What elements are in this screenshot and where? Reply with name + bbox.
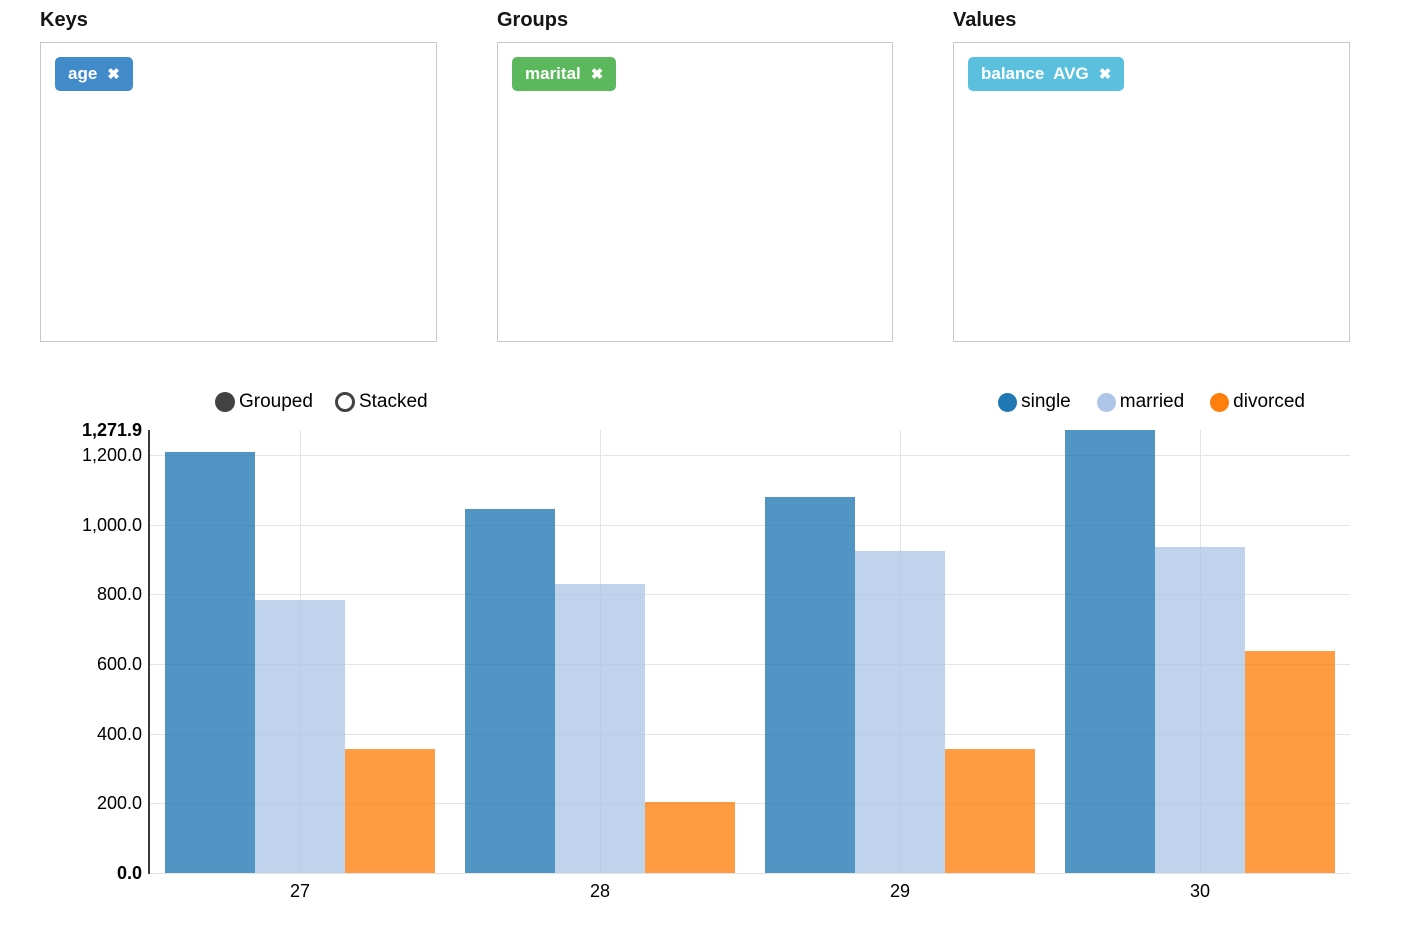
y-tick-label: 200.0 [96,793,142,814]
x-tick-label: 30 [1189,881,1211,901]
bar-divorced-30[interactable] [1245,651,1335,873]
h-gridline [150,733,1350,735]
values-panel-title: Values [953,9,1017,31]
y-tick-label: 400.0 [96,723,142,744]
remove-tag-icon[interactable]: ✖ [107,65,120,83]
bar-married-30[interactable] [1155,547,1245,873]
h-gridline [150,803,1350,805]
group-tag-marital[interactable]: marital ✖ [512,57,617,91]
radio-unselected-icon[interactable] [334,392,355,412]
legend-label: married [1119,391,1185,412]
legend-dot-icon [998,392,1018,412]
chart-legend: single married divorced [998,391,1305,413]
y-tick-label: 1,000.0 [81,514,142,535]
bar-divorced-28[interactable] [645,801,735,873]
bar-single-28[interactable] [465,509,555,873]
bar-chart-plot [150,430,1350,874]
y-tick-label: 1,271.9 [81,420,142,440]
key-tag-age[interactable]: age ✖ [55,57,133,91]
values-panel: Values balance AVG ✖ [953,8,1350,342]
bar-divorced-29[interactable] [945,749,1035,873]
chart-mode-switch: Grouped Stacked [215,391,428,413]
y-tick-label: 600.0 [96,654,142,675]
radio-selected-icon[interactable] [215,392,235,412]
legend-label: single [1021,391,1071,412]
bar-divorced-27[interactable] [345,749,435,873]
legend-dot-icon [1096,392,1116,412]
value-tag-label: balance AVG [981,64,1089,83]
legend-item-married[interactable]: married [1096,391,1185,413]
legend-item-divorced[interactable]: divorced [1210,391,1305,413]
y-axis-line [148,430,150,874]
h-gridline [150,455,1350,457]
bar-married-29[interactable] [855,550,945,873]
values-dropzone[interactable]: balance AVG ✖ [953,42,1350,342]
h-gridline [150,594,1350,596]
groups-panel-title: Groups [497,9,569,31]
chart-mode-stacked[interactable]: Stacked [334,391,428,413]
bar-single-30[interactable] [1065,430,1155,873]
chart-mode-label: Stacked [358,391,428,412]
value-tag-balance-avg[interactable]: balance AVG ✖ [968,57,1125,91]
legend-item-single[interactable]: single [998,391,1071,413]
h-gridline [150,524,1350,526]
keys-panel: Keys age ✖ [40,8,437,342]
groups-panel: Groups marital ✖ [497,8,893,342]
chart-mode-label: Grouped [239,391,313,412]
y-tick-label: 800.0 [96,584,142,605]
remove-tag-icon[interactable]: ✖ [590,65,604,83]
h-gridline [150,664,1350,666]
h-gridline [150,873,1350,874]
key-tag-label: age [68,64,98,83]
bar-married-27[interactable] [255,599,345,873]
groups-dropzone[interactable]: marital ✖ [497,42,893,342]
x-tick-label: 29 [889,881,911,901]
keys-dropzone[interactable]: age ✖ [40,42,437,342]
x-tick-label: 27 [289,881,311,901]
y-tick-label: 0.0 [116,863,142,883]
group-tag-label: marital [525,64,581,83]
bar-married-28[interactable] [555,583,645,873]
bar-single-29[interactable] [765,496,855,873]
legend-dot-icon [1210,392,1230,412]
bar-single-27[interactable] [165,451,255,873]
y-tick-label: 1,200.0 [81,445,142,466]
x-tick-label: 28 [589,881,611,901]
keys-panel-title: Keys [40,9,88,31]
remove-tag-icon[interactable]: ✖ [1098,65,1112,83]
legend-label: divorced [1233,391,1305,412]
chart-mode-grouped[interactable]: Grouped [215,391,313,413]
